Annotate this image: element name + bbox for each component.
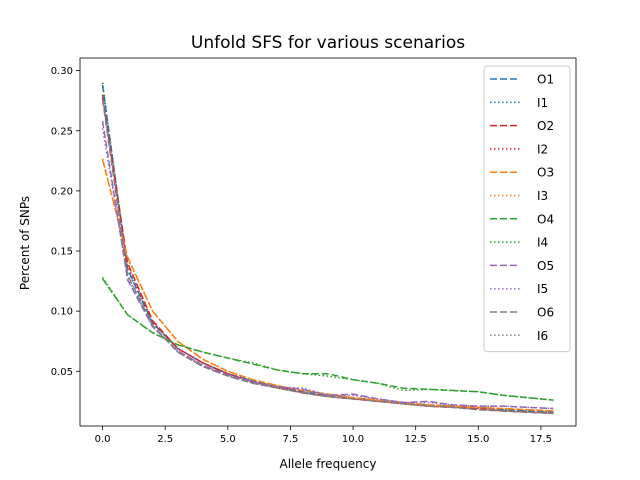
y-axis-label: Percent of SNPs <box>18 196 32 290</box>
x-tick-label: 0.0 <box>95 434 111 445</box>
series-line-i2 <box>101 94 554 415</box>
legend-label-o4: O4 <box>537 212 554 226</box>
x-axis: 0.0 2.5 5.0 7.5 10.0 12.5 15.0 17.5 <box>95 426 552 445</box>
legend-label-i5: I5 <box>537 282 548 296</box>
x-tick-label: 5.0 <box>220 434 236 445</box>
y-tick-label: 0.05 <box>51 367 73 378</box>
series-line-i6 <box>101 95 554 415</box>
x-tick-label: 12.5 <box>405 434 427 445</box>
chart-title: Unfold SFS for various scenarios <box>191 33 465 53</box>
legend-label-o1: O1 <box>537 73 554 87</box>
x-axis-label: Allele frequency <box>280 457 377 471</box>
y-tick-label: 0.15 <box>51 247 73 258</box>
y-tick-label: 0.20 <box>51 186 73 197</box>
y-tick-label: 0.25 <box>51 126 73 137</box>
y-axis: 0.05 0.10 0.15 0.20 0.25 0.30 <box>51 66 80 378</box>
legend-label-i3: I3 <box>537 189 548 203</box>
axes-frame <box>79 57 577 427</box>
legend-box <box>483 65 571 353</box>
x-tick-label: 17.5 <box>530 434 552 445</box>
x-tick-label: 2.5 <box>157 434 173 445</box>
x-tick-label: 7.5 <box>282 434 298 445</box>
x-tick-label: 15.0 <box>467 434 489 445</box>
y-tick-label: 0.10 <box>51 307 73 318</box>
series-line-i4 <box>101 277 554 401</box>
legend-label-o5: O5 <box>537 259 554 273</box>
legend-label-i4: I4 <box>537 236 548 250</box>
series-layer <box>101 82 554 415</box>
legend-label-i6: I6 <box>537 329 548 343</box>
series-line-o4 <box>101 278 554 401</box>
legend-label-o2: O2 <box>537 119 554 133</box>
legend: O1 I1 O2 I2 O3 I3 O4 I4 O5 I5 O6 I6 <box>483 65 571 353</box>
legend-label-i2: I2 <box>537 142 548 156</box>
y-tick-label: 0.30 <box>51 66 73 77</box>
series-line-i3 <box>101 158 554 412</box>
series-line-i5 <box>101 128 554 410</box>
series-line-o6 <box>101 99 554 415</box>
x-tick-label: 10.0 <box>342 434 364 445</box>
legend-label-o3: O3 <box>537 166 554 180</box>
legend-label-i1: I1 <box>537 96 548 110</box>
series-line-o5 <box>101 121 554 410</box>
legend-label-o6: O6 <box>537 306 554 320</box>
